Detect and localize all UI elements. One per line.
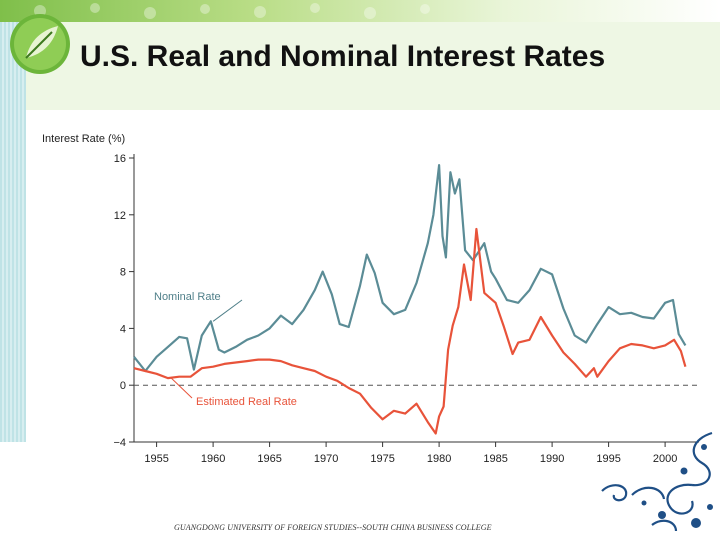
x-tick-label: 1985 <box>483 453 507 465</box>
left-decorative-strip <box>0 22 26 442</box>
footer-text: GUANGDONG UNIVERSITY OF FOREIGN STUDIES-… <box>174 523 492 532</box>
y-tick-label: 4 <box>120 323 126 335</box>
nominal-rate-annotation: Nominal Rate <box>154 291 221 303</box>
y-tick-label: 12 <box>114 210 126 222</box>
line-chart: Interest Rate (%) 16 12 8 4 0 −4 1955 1960 1965 19… <box>42 133 699 465</box>
x-tick-label: 1970 <box>314 453 338 465</box>
x-tick-label: 1990 <box>540 453 564 465</box>
y-tick-label: −4 <box>113 437 126 449</box>
floral-flourish-icon <box>601 431 713 532</box>
x-tick-label: 2000 <box>653 453 677 465</box>
real-rate-line <box>133 227 687 435</box>
chart-area: Interest Rate (%) 16 12 8 4 0 −4 1955 1960 1965 19… <box>42 130 707 466</box>
title-band <box>26 22 720 110</box>
x-tick-label: 1980 <box>427 453 451 465</box>
real-annotation-pointer <box>170 377 193 399</box>
nominal-rate-line <box>133 163 687 373</box>
leaf-pattern <box>34 3 430 19</box>
nominal-annotation-pointer <box>212 299 243 322</box>
x-tick-label: 1965 <box>257 453 281 465</box>
x-tick-label: 1975 <box>370 453 394 465</box>
y-tick-label: 16 <box>114 153 126 165</box>
y-tick-label: 0 <box>120 380 126 392</box>
page-title: U.S. Real and Nominal Interest Rates <box>80 40 606 73</box>
x-tick-label: 1955 <box>144 453 168 465</box>
y-tick-label: 8 <box>120 267 126 279</box>
x-tick-label: 1960 <box>201 453 225 465</box>
leaf-logo-icon <box>10 14 70 74</box>
x-tick-label: 1995 <box>596 453 620 465</box>
y-axis-label: Interest Rate (%) <box>42 133 125 145</box>
real-rate-annotation: Estimated Real Rate <box>196 396 297 408</box>
top-banner <box>0 0 720 22</box>
